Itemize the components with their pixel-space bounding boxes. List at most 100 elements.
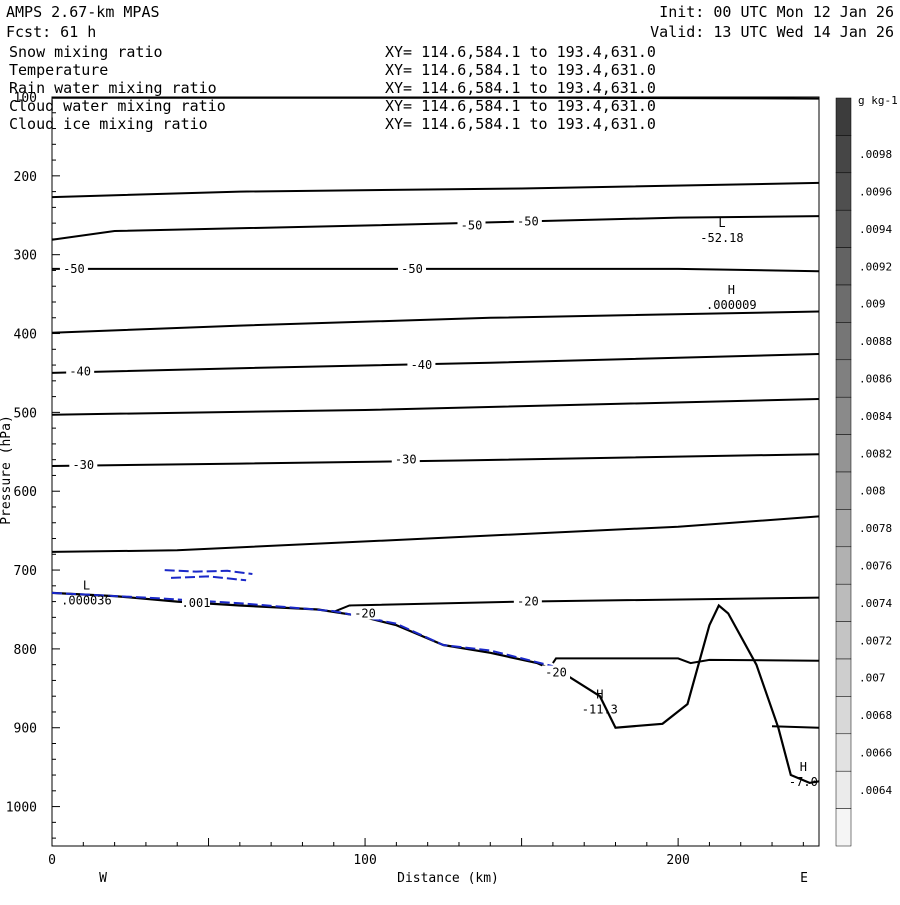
plot-frame bbox=[51, 96, 820, 847]
extremum-type: L bbox=[718, 216, 725, 230]
temperature-contour-line bbox=[51, 453, 820, 467]
colorbar-label: .0098 bbox=[859, 148, 892, 161]
contour-labels: -50 -50 -50 -50 -40 -40 -30 -30 -20 -20 -20 .001 bbox=[59, 214, 571, 680]
temperature-contour-line bbox=[51, 398, 820, 416]
colorbar-label: .0068 bbox=[859, 709, 892, 722]
colorbar-swatch bbox=[835, 284, 852, 323]
colorbar: .0098 .0096 .0094 .0092 .009 .0088 .0086 .0084.… bbox=[835, 97, 892, 847]
extremum-type: H bbox=[728, 283, 735, 297]
temperature-contour-line bbox=[52, 96, 820, 100]
model-title: AMPS 2.67-km MPAS bbox=[6, 3, 160, 21]
field-name: Cloud ice mixing ratio bbox=[9, 115, 208, 133]
temperature-contour-line bbox=[51, 310, 820, 334]
colorbar-swatch bbox=[835, 509, 852, 548]
contour-label: -30 bbox=[72, 458, 94, 472]
extremum-value: -7.0 bbox=[789, 775, 818, 789]
extremum-type: L bbox=[83, 579, 90, 593]
extremum-value: .000009 bbox=[706, 298, 757, 312]
extremum-value: .000036 bbox=[61, 594, 112, 608]
colorbar-label: .0078 bbox=[859, 522, 892, 535]
y-tick-label: 700 bbox=[14, 564, 37, 579]
contour-label-bg bbox=[182, 596, 211, 610]
contour-label: -20 bbox=[354, 606, 376, 620]
colorbar-unit: g kg-1 bbox=[858, 94, 898, 107]
colorbar-swatch bbox=[835, 396, 852, 435]
colorbar-swatch bbox=[835, 359, 852, 398]
colorbar-swatch bbox=[835, 135, 852, 174]
contour-label: -50 bbox=[517, 215, 539, 229]
colorbar-label: .0064 bbox=[859, 784, 892, 797]
colorbar-swatch bbox=[835, 808, 852, 847]
y-tick-label: 200 bbox=[14, 170, 37, 185]
contour-label-bg bbox=[398, 261, 427, 275]
colorbar-swatch bbox=[835, 733, 852, 772]
field-xy: XY= 114.6,584.1 to 193.4,631.0 bbox=[385, 115, 656, 133]
east-label: E bbox=[800, 871, 808, 886]
colorbar-swatch bbox=[835, 247, 852, 286]
colorbar-swatch bbox=[835, 209, 852, 248]
field-name: Rain water mixing ratio bbox=[9, 79, 217, 97]
x-tick-label: 200 bbox=[666, 853, 689, 868]
x-tick-label: 100 bbox=[353, 853, 376, 868]
extremum-value: -52.18 bbox=[700, 231, 743, 245]
colorbar-label: .0094 bbox=[859, 223, 892, 236]
colorbar-label: .0082 bbox=[859, 447, 892, 460]
contour-label-bg bbox=[513, 594, 542, 608]
terrain-line bbox=[51, 591, 820, 785]
colorbar-swatch bbox=[835, 322, 852, 361]
colorbar-swatch bbox=[835, 471, 852, 510]
colorbar-label: .0066 bbox=[859, 747, 892, 760]
field-name: Temperature bbox=[9, 61, 108, 79]
contour-label: -20 bbox=[545, 666, 567, 680]
x-axis: 0 100 200 bbox=[48, 838, 804, 868]
field-list: Snow mixing ratio XY= 114.6,584.1 to 193… bbox=[9, 43, 656, 133]
temperature-contours bbox=[51, 96, 820, 729]
contour-label: -50 bbox=[401, 262, 423, 276]
contour-label: -50 bbox=[461, 219, 483, 233]
y-tick-label: 100 bbox=[14, 91, 37, 106]
colorbar-swatch bbox=[835, 621, 852, 660]
field-name: Snow mixing ratio bbox=[9, 43, 163, 61]
contour-label-bg bbox=[69, 458, 98, 472]
contour-label: -50 bbox=[63, 262, 85, 276]
contour-label: -30 bbox=[395, 453, 417, 467]
contour-label: .001 bbox=[182, 596, 211, 610]
valid-time: Valid: 13 UTC Wed 14 Jan 26 bbox=[650, 23, 894, 41]
colorbar-label: .0072 bbox=[859, 634, 892, 647]
field-xy: XY= 114.6,584.1 to 193.4,631.0 bbox=[385, 79, 656, 97]
colorbar-label: .0096 bbox=[859, 186, 892, 199]
x-axis-label: Distance (km) bbox=[397, 871, 499, 886]
contour-label-bg bbox=[351, 606, 380, 620]
colorbar-label: .0092 bbox=[859, 260, 892, 273]
cloud-water-contour-line bbox=[170, 575, 247, 582]
forecast-hour: Fcst: 61 h bbox=[6, 23, 96, 41]
terrain-boundary bbox=[51, 591, 820, 785]
field-xy: XY= 114.6,584.1 to 193.4,631.0 bbox=[385, 97, 656, 115]
west-label: W bbox=[99, 871, 107, 886]
colorbar-swatch bbox=[835, 434, 852, 473]
colorbar-label: .0088 bbox=[859, 335, 892, 348]
contour-label-bg bbox=[542, 665, 571, 679]
colorbar-swatch bbox=[835, 696, 852, 735]
colorbar-label: .0074 bbox=[859, 597, 892, 610]
contour-label: -20 bbox=[517, 595, 539, 609]
contour-label-bg bbox=[457, 218, 486, 232]
y-axis-label: Pressure (hPa) bbox=[0, 415, 14, 525]
contour-label-bg bbox=[391, 452, 420, 466]
colorbar-label: .007 bbox=[859, 672, 886, 685]
colorbar-label: .008 bbox=[859, 485, 886, 498]
colorbar-swatch bbox=[835, 583, 852, 622]
y-tick-label: 400 bbox=[14, 328, 37, 343]
contour-label-bg bbox=[59, 261, 88, 275]
contour-label-bg bbox=[407, 358, 436, 372]
y-tick-label: 300 bbox=[14, 249, 37, 264]
temperature-contour-line bbox=[51, 181, 820, 199]
temperature-contour-line bbox=[51, 515, 820, 553]
colorbar-label: .0084 bbox=[859, 410, 892, 423]
y-tick-label: 500 bbox=[14, 406, 37, 421]
colorbar-label: .009 bbox=[859, 298, 886, 311]
contour-label: -40 bbox=[69, 364, 91, 378]
temperature-contour-line bbox=[771, 725, 820, 729]
colorbar-swatch bbox=[835, 546, 852, 585]
